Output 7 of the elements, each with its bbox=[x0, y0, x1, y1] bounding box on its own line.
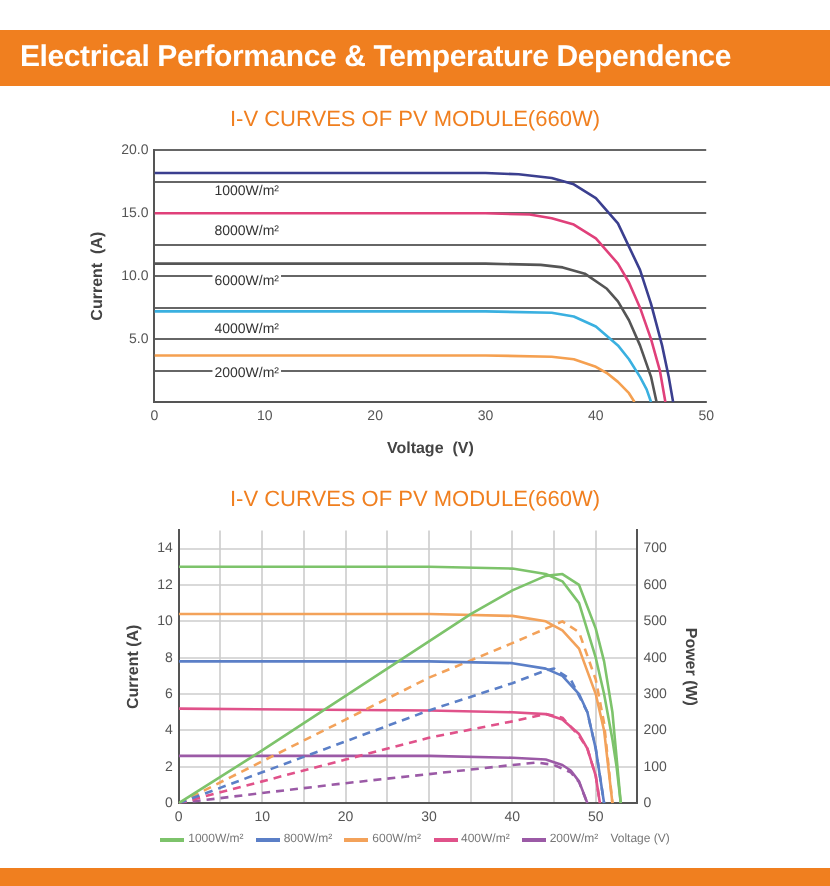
x-axis-title: Voltage (V) bbox=[386, 438, 475, 457]
chart-title: I-V CURVES OF PV MODULE(660W) bbox=[228, 108, 602, 136]
y2-axis-title: Power (W) bbox=[681, 627, 700, 707]
chart-title: I-V CURVES OF PV MODULE(660W) bbox=[228, 488, 602, 516]
y-axis-title: Current (A) bbox=[88, 231, 107, 321]
y-axis-title: Current (A) bbox=[124, 623, 143, 710]
text: Electrical Performance & Temperature Dependence bbox=[0, 30, 830, 86]
